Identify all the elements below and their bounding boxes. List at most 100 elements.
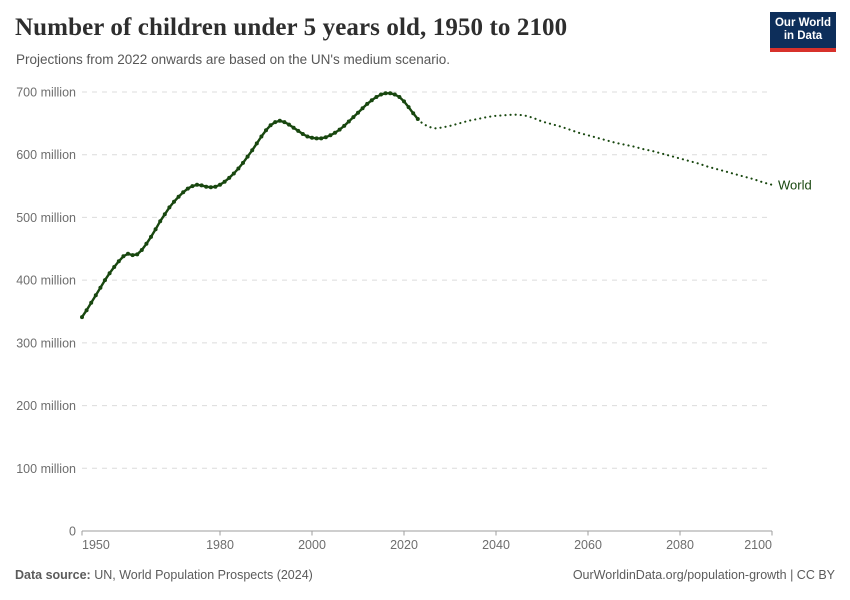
series-world-marker (162, 212, 167, 217)
series-world-marker (319, 136, 324, 141)
data-source-label: Data source: (15, 568, 91, 582)
world-series-label[interactable]: World (778, 177, 812, 192)
series-world-marker (195, 182, 199, 187)
series-world-marker (250, 148, 255, 153)
series-world-marker (346, 119, 351, 124)
page-title: Number of children under 5 years old, 19… (15, 14, 568, 41)
series-world-marker (190, 184, 195, 189)
series-world-marker (323, 135, 328, 140)
series-world-marker (388, 91, 393, 96)
series-world-marker (333, 130, 337, 135)
series-world-marker (185, 186, 190, 191)
y-tick-label: 200 million (16, 399, 76, 413)
series-world-marker (107, 271, 112, 276)
x-tick-label: 2100 (744, 538, 772, 552)
series-world-marker (411, 111, 416, 116)
series-world-marker (300, 132, 305, 136)
series-world-marker (167, 205, 172, 210)
series-world-marker (172, 199, 176, 204)
series-world-marker (103, 278, 107, 283)
series-world-marker (268, 123, 273, 128)
y-tick-label: 300 million (16, 336, 76, 350)
series-world-marker (291, 125, 296, 130)
series-world-marker (121, 254, 126, 259)
series-world-historical-line[interactable] (81, 92, 419, 318)
series-world-marker (282, 120, 287, 125)
series-world-marker (360, 106, 365, 111)
series-world-marker (222, 179, 227, 184)
series-world-marker (392, 92, 397, 97)
y-tick-label: 600 million (16, 148, 76, 162)
series-world-marker (310, 135, 314, 140)
series-world-marker (204, 184, 209, 189)
series-world-marker (112, 265, 117, 269)
series-world-marker (287, 122, 291, 127)
series-world-marker (227, 175, 232, 180)
series-world-marker (176, 194, 181, 199)
chart-footer: Data source: UN, World Population Prospe… (15, 568, 835, 582)
x-tick-label: 2080 (666, 538, 694, 552)
series-world-marker (213, 184, 218, 189)
series-world-marker (126, 251, 130, 256)
chart-subtitle: Projections from 2022 onwards are based … (16, 52, 451, 67)
series-world-projection-line[interactable] (416, 113, 774, 186)
series-world-marker (397, 95, 402, 99)
series-world-marker (383, 91, 388, 96)
y-tick-label: 0 (69, 525, 76, 539)
series-world-marker (130, 253, 135, 258)
x-tick-label: 2000 (298, 538, 326, 552)
series-world-marker (199, 183, 204, 188)
y-tick-label: 700 million (16, 86, 76, 100)
series-world-marker (89, 300, 94, 305)
series-world-marker (351, 115, 356, 120)
series-world-marker (374, 95, 379, 99)
series-world-marker (254, 141, 259, 146)
owid-logo-line2: in Data (783, 30, 823, 42)
series-world-marker (153, 227, 158, 232)
data-source-note: Data source: UN, World Population Prospe… (15, 568, 313, 582)
x-tick-label: 2040 (482, 538, 510, 552)
x-tick-label: 2020 (390, 538, 418, 552)
series-world-marker (314, 136, 319, 141)
series-world-marker (158, 219, 163, 224)
series-world-marker (342, 123, 347, 128)
series-world-marker (356, 110, 360, 115)
owid-logo-line1: Our World (774, 17, 831, 29)
series-world-marker (98, 285, 103, 290)
series-world-marker (245, 154, 250, 159)
series-world-marker (84, 308, 89, 313)
owid-logo[interactable]: Our World in Data (770, 12, 836, 52)
series-world-marker (337, 127, 342, 132)
credit-link[interactable]: OurWorldinData.org/population-growth | C… (572, 568, 835, 582)
series-world-marker (402, 99, 406, 104)
series-world-marker (231, 171, 236, 176)
series-world-marker (305, 134, 310, 139)
series-world-marker (236, 166, 241, 171)
x-tick-label: 1950 (82, 538, 110, 552)
series-world-marker (296, 128, 301, 133)
series-world-marker (116, 259, 121, 264)
series-world-marker (273, 120, 278, 125)
x-tick-label: 1980 (206, 538, 234, 552)
series-world-marker (264, 128, 268, 133)
series-world-marker (241, 160, 245, 165)
series-world-marker (80, 315, 84, 320)
x-tick-label: 2060 (574, 538, 602, 552)
series-world-marker (149, 234, 153, 239)
series-world-marker (135, 252, 140, 257)
data-source-text: UN, World Population Prospects (2024) (90, 568, 313, 582)
y-tick-label: 500 million (16, 211, 76, 225)
series-world-marker (93, 293, 98, 298)
series-world-marker (139, 248, 144, 252)
series-world-marker (365, 101, 370, 106)
series-world-marker (277, 118, 282, 123)
series-world-marker (218, 182, 222, 187)
series-world-marker (369, 98, 374, 103)
series-world-marker (406, 105, 411, 110)
series-world-marker (379, 92, 383, 97)
series-world-marker (259, 134, 264, 139)
series-world-marker (144, 241, 149, 246)
series-world-marker (328, 133, 333, 138)
